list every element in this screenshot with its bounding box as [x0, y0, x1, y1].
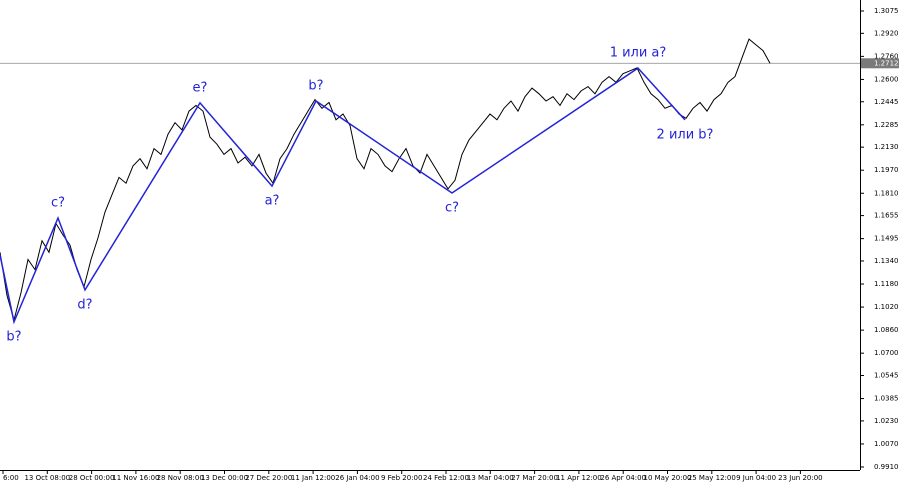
x-tick-label: 6:00: [3, 474, 19, 482]
x-tick-label: 27 Mar 20:00: [511, 474, 558, 482]
y-tick-label: 0.9910: [874, 463, 899, 471]
y-tick-label: 1.1970: [874, 166, 899, 174]
x-tick-label: 28 Oct 00:00: [69, 474, 115, 482]
wave-label: 1 или a?: [610, 46, 667, 61]
current-price-box: [861, 58, 899, 69]
wave-label: 2 или b?: [657, 127, 714, 142]
x-tick-label: 26 Jan 04:00: [335, 474, 379, 482]
x-tick-label: 9 Feb 20:00: [381, 474, 422, 482]
y-tick-label: 1.2920: [874, 29, 899, 37]
wave-label: d?: [77, 297, 92, 312]
wave-label: b?: [6, 329, 21, 344]
y-tick-label: 1.2760: [874, 52, 899, 60]
y-tick-label: 1.0860: [874, 326, 899, 334]
y-tick-label: 1.0385: [874, 395, 899, 403]
wave-label: b?: [308, 79, 323, 94]
x-tick-label: 13 Dec 00:00: [201, 474, 248, 482]
y-tick-label: 1.2285: [874, 121, 899, 129]
x-tick-label: 27 Dec 20:00: [245, 474, 292, 482]
x-tick-label: 13 Mar 04:00: [467, 474, 514, 482]
wave-label: c?: [51, 196, 65, 211]
y-tick-label: 1.2130: [874, 143, 899, 151]
wave-line: [0, 67, 686, 325]
y-tick-label: 1.1020: [874, 303, 899, 311]
y-tick-label: 1.0230: [874, 417, 899, 425]
wave-label: e?: [193, 80, 208, 95]
x-tick-label: 11 Apr 12:00: [556, 474, 602, 482]
x-tick-label: 11 Jan 12:00: [291, 474, 335, 482]
y-tick-label: 1.0070: [874, 440, 899, 448]
y-tick-label: 1.0545: [874, 372, 899, 380]
y-tick-label: 1.0700: [874, 349, 899, 357]
y-tick-label: 1.1340: [874, 257, 899, 265]
wave-label: c?: [445, 200, 459, 215]
price-line: [0, 38, 771, 322]
y-tick-label: 1.2445: [874, 98, 899, 106]
current-price-label: 1.2712: [874, 59, 899, 67]
y-tick-label: 1.1495: [874, 235, 899, 243]
y-tick-label: 1.1810: [874, 189, 899, 197]
x-tick-label: 23 Jun 20:00: [778, 474, 822, 482]
x-tick-label: 26 Apr 04:00: [600, 474, 646, 482]
x-tick-label: 25 May 12:00: [688, 474, 736, 482]
y-tick-label: 1.2600: [874, 75, 899, 83]
x-tick-label: 24 Feb 12:00: [423, 474, 469, 482]
x-tick-label: 28 Nov 08:00: [157, 474, 204, 482]
x-tick-label: 9 Jun 04:00: [736, 474, 776, 482]
y-tick-label: 1.1655: [874, 212, 899, 220]
y-tick-label: 1.1180: [874, 280, 899, 288]
x-tick-label: 11 Nov 16:00: [112, 474, 159, 482]
y-tick-label: 1.3075: [874, 7, 899, 15]
wave-label: a?: [265, 194, 280, 209]
x-tick-label: 13 Oct 08:00: [24, 474, 70, 482]
x-tick-label: 10 May 20:00: [643, 474, 691, 482]
